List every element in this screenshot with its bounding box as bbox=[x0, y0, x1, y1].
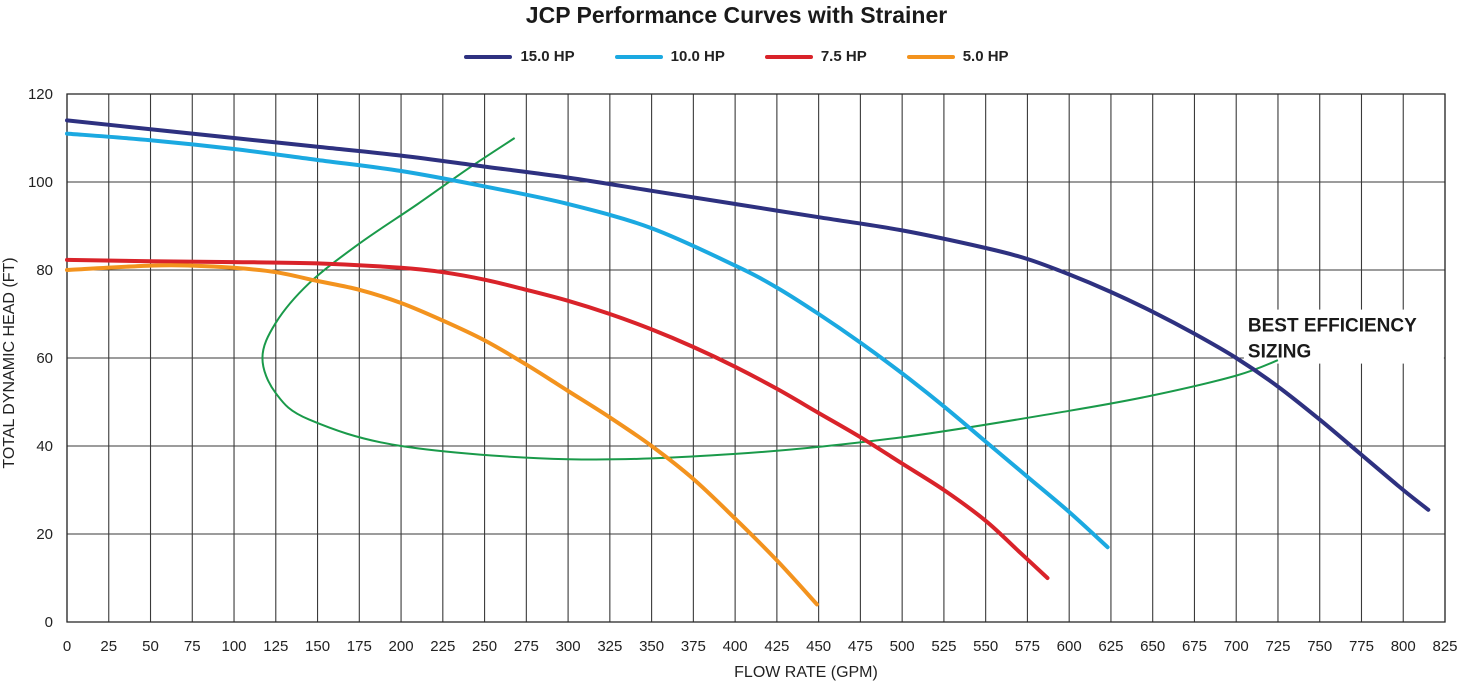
annotation-sizing: SIZING bbox=[1248, 342, 1311, 363]
legend-item-15hp: 15.0 HP bbox=[464, 48, 575, 65]
x-tick-label: 175 bbox=[347, 638, 372, 655]
best-efficiency-curve bbox=[261, 137, 1279, 461]
x-tick-label: 75 bbox=[184, 638, 201, 655]
x-axis-label: FLOW RATE (GPM) bbox=[734, 664, 878, 681]
x-tick-label: 675 bbox=[1182, 638, 1207, 655]
series-line-10hp bbox=[65, 131, 1110, 550]
x-tick-label: 400 bbox=[723, 638, 748, 655]
x-tick-label: 325 bbox=[597, 638, 622, 655]
annotation-best-efficiency: BEST EFFICIENCY bbox=[1248, 316, 1417, 337]
x-tick-label: 750 bbox=[1307, 638, 1332, 655]
legend-swatch-15hp bbox=[464, 54, 513, 59]
y-tick-label: 40 bbox=[36, 438, 53, 455]
y-tick-label: 100 bbox=[28, 174, 53, 191]
x-tick-label: 450 bbox=[806, 638, 831, 655]
x-tick-label: 550 bbox=[973, 638, 998, 655]
series-line-5hp bbox=[65, 263, 819, 607]
x-tick-label: 825 bbox=[1432, 638, 1457, 655]
x-tick-label: 800 bbox=[1391, 638, 1416, 655]
x-tick-label: 600 bbox=[1057, 638, 1082, 655]
x-tick-label: 150 bbox=[305, 638, 330, 655]
legend-label-5hp: 5.0 HP bbox=[962, 48, 1009, 65]
x-tick-label: 650 bbox=[1140, 638, 1165, 655]
plot-border bbox=[66, 93, 1446, 623]
x-tick-label: 100 bbox=[222, 638, 247, 655]
x-tick-label: 200 bbox=[389, 638, 414, 655]
x-tick-label: 250 bbox=[472, 638, 497, 655]
x-tick-label: 300 bbox=[556, 638, 581, 655]
x-tick-label: 0 bbox=[63, 638, 71, 655]
series-line-7-5hp bbox=[65, 257, 1050, 580]
x-tick-label: 575 bbox=[1015, 638, 1040, 655]
x-tick-label: 625 bbox=[1098, 638, 1123, 655]
x-tick-label: 475 bbox=[848, 638, 873, 655]
legend-item-7-5hp: 7.5 HP bbox=[764, 48, 867, 65]
legend-label-10hp: 10.0 HP bbox=[670, 48, 725, 65]
legend-label-15hp: 15.0 HP bbox=[520, 48, 575, 65]
legend-item-5hp: 5.0 HP bbox=[906, 48, 1009, 65]
y-tick-label: 0 bbox=[45, 614, 53, 631]
x-tick-label: 775 bbox=[1349, 638, 1374, 655]
legend-swatch-10hp bbox=[614, 54, 663, 59]
y-tick-label: 120 bbox=[28, 86, 53, 103]
series-line-15hp bbox=[65, 118, 1431, 512]
x-tick-label: 425 bbox=[764, 638, 789, 655]
x-tick-label: 700 bbox=[1224, 638, 1249, 655]
annotation-background bbox=[1243, 309, 1444, 364]
x-tick-label: 350 bbox=[639, 638, 664, 655]
x-tick-label: 125 bbox=[263, 638, 288, 655]
legend-label-7-5hp: 7.5 HP bbox=[820, 48, 867, 65]
y-tick-label: 20 bbox=[36, 526, 53, 543]
x-tick-label: 225 bbox=[430, 638, 455, 655]
legend-swatch-7-5hp bbox=[764, 54, 813, 59]
x-tick-label: 50 bbox=[142, 638, 159, 655]
y-tick-label: 80 bbox=[36, 262, 53, 279]
x-tick-label: 725 bbox=[1265, 638, 1290, 655]
x-tick-label: 275 bbox=[514, 638, 539, 655]
legend-item-10hp: 10.0 HP bbox=[614, 48, 725, 65]
x-tick-label: 525 bbox=[931, 638, 956, 655]
chart-title: JCP Performance Curves with Strainer bbox=[525, 2, 948, 28]
y-axis-label: TOTAL DYNAMIC HEAD (FT) bbox=[1, 257, 18, 468]
y-tick-label: 60 bbox=[36, 350, 53, 367]
legend-swatch-5hp bbox=[906, 54, 955, 59]
x-tick-label: 500 bbox=[890, 638, 915, 655]
x-tick-label: 375 bbox=[681, 638, 706, 655]
legend: 15.0 HP 10.0 HP 7.5 HP 5.0 HP bbox=[0, 48, 1473, 65]
x-tick-label: 25 bbox=[100, 638, 117, 655]
